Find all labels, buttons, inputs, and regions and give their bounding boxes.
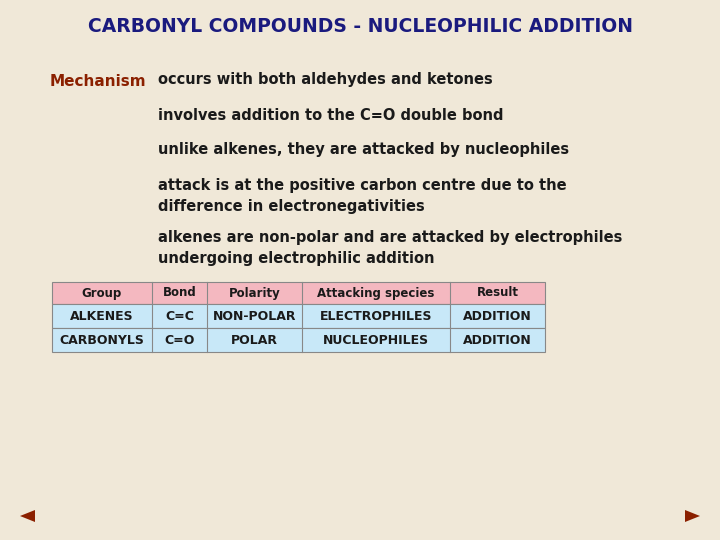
Text: CARBONYL COMPOUNDS - NUCLEOPHILIC ADDITION: CARBONYL COMPOUNDS - NUCLEOPHILIC ADDITI… — [88, 17, 632, 37]
Text: Attacking species: Attacking species — [318, 287, 435, 300]
Text: Mechanism: Mechanism — [50, 74, 147, 89]
Text: C=C: C=C — [165, 309, 194, 322]
Text: unlike alkenes, they are attacked by nucleophiles: unlike alkenes, they are attacked by nuc… — [158, 142, 569, 157]
Text: Result: Result — [477, 287, 518, 300]
Polygon shape — [685, 510, 700, 522]
Bar — [52, 328, 545, 352]
Text: involves addition to the C=O double bond: involves addition to the C=O double bond — [158, 108, 503, 123]
Text: attack is at the positive carbon centre due to the
difference in electronegativi: attack is at the positive carbon centre … — [158, 178, 567, 214]
Text: CARBONYLS: CARBONYLS — [60, 334, 145, 347]
Text: ALKENES: ALKENES — [70, 309, 134, 322]
Polygon shape — [20, 510, 35, 522]
Text: ELECTROPHILES: ELECTROPHILES — [320, 309, 432, 322]
Text: occurs with both aldehydes and ketones: occurs with both aldehydes and ketones — [158, 72, 492, 87]
Text: Group: Group — [82, 287, 122, 300]
Text: ADDITION: ADDITION — [463, 309, 532, 322]
Bar — [52, 282, 545, 304]
Text: NUCLEOPHILES: NUCLEOPHILES — [323, 334, 429, 347]
Text: C=O: C=O — [164, 334, 194, 347]
Text: POLAR: POLAR — [231, 334, 278, 347]
Text: Polarity: Polarity — [229, 287, 280, 300]
Text: alkenes are non-polar and are attacked by electrophiles
undergoing electrophilic: alkenes are non-polar and are attacked b… — [158, 230, 622, 266]
Text: ADDITION: ADDITION — [463, 334, 532, 347]
Bar — [52, 304, 545, 328]
Text: NON-POLAR: NON-POLAR — [212, 309, 296, 322]
Text: Bond: Bond — [163, 287, 197, 300]
